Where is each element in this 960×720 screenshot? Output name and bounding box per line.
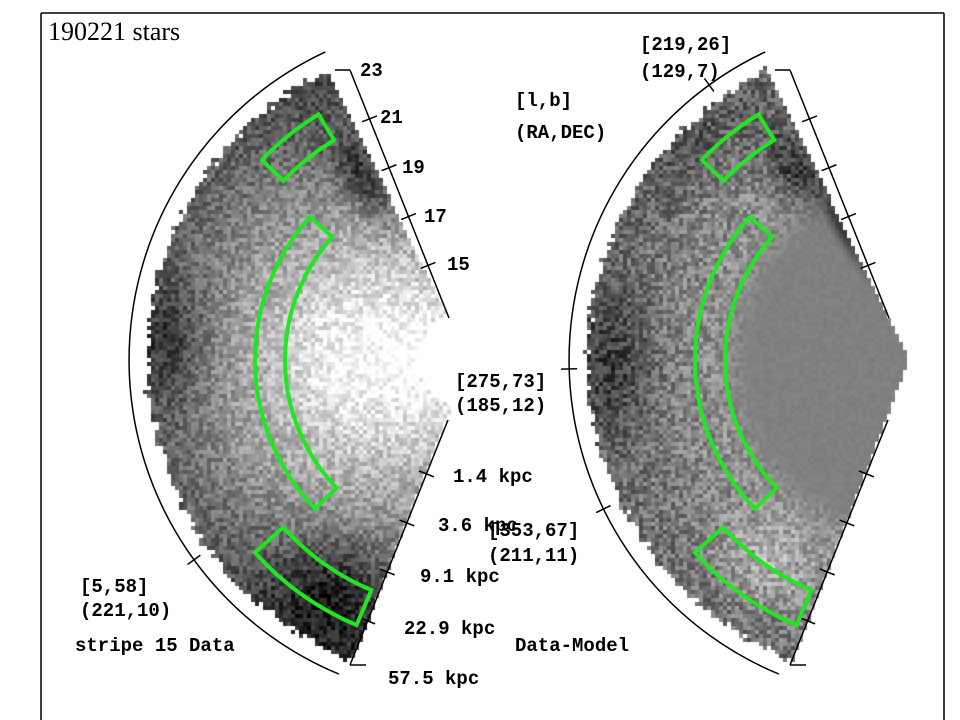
selection-box-bottom [252,524,374,628]
outer-arc [568,51,780,675]
coordinate-key-equatorial: (RA,DEC) [515,122,606,144]
magnitude-tick [361,115,378,123]
coordinate-mark-radec: (211,11) [488,545,579,567]
distance-tick [839,519,855,527]
coordinate-key-galactic: [l,b] [515,90,572,112]
distance-tick-label: 9.1 kpc [420,566,500,588]
distance-tick [819,568,835,576]
arc-tick [595,504,611,514]
magnitude-axis [789,69,890,319]
data-panel [128,51,450,675]
selection-box-arc [253,213,340,512]
magnitude-tick-label: 23 [360,60,383,82]
distance-tick [418,470,435,478]
distance-tick [379,568,395,576]
arc-tick [703,78,715,92]
magnitude-tick [821,164,837,172]
magnitude-tick-label: 21 [380,107,403,129]
magnitude-tick [381,164,397,172]
distance-tick-label: 22.9 kpc [404,618,495,640]
selection-box-arc [693,213,780,512]
distance-tick [799,617,816,625]
model-panel [561,51,890,675]
selection-box-top [258,111,337,184]
distance-tick [399,519,415,527]
coordinate-mark-lb: [353,67] [488,520,579,542]
arc-tick [187,554,201,566]
panel-label-model: Data-Model [515,635,629,657]
star-count-title: 190221 stars [48,17,180,46]
distance-axis [349,419,449,666]
figure-frame [40,12,945,720]
outer-arc [128,51,340,675]
distance-tick-label: 3.6 kpc [438,515,518,537]
magnitude-tick [840,212,857,221]
panel-label-data: stripe 15 Data [75,635,235,657]
coordinate-mark-lb: [275,73] [455,371,546,393]
magnitude-axis [349,69,450,319]
coordinate-mark-lb: [219,26] [640,34,731,56]
magnitude-tick-label: 15 [447,254,470,276]
coordinate-mark-radec: (221,10) [80,600,171,622]
magnitude-tick [860,261,876,270]
distance-axis [789,419,889,666]
magnitude-tick [420,261,436,270]
magnitude-tick [400,212,417,221]
magnitude-tick [801,115,818,123]
distance-tick-label: 57.5 kpc [388,668,479,690]
distance-tick-label: 1.4 kpc [453,466,533,488]
distance-tick [359,617,376,625]
coordinate-mark-lb: [5,58] [80,576,148,598]
coordinate-mark-radec: (129,7) [640,61,720,83]
magnitude-tick-label: 19 [402,157,425,179]
coordinate-mark-radec: (185,12) [455,395,546,417]
selection-box-bottom [692,524,814,628]
magnitude-tick-label: 17 [424,206,447,228]
selection-box-top [698,111,777,184]
distance-tick [858,470,875,478]
